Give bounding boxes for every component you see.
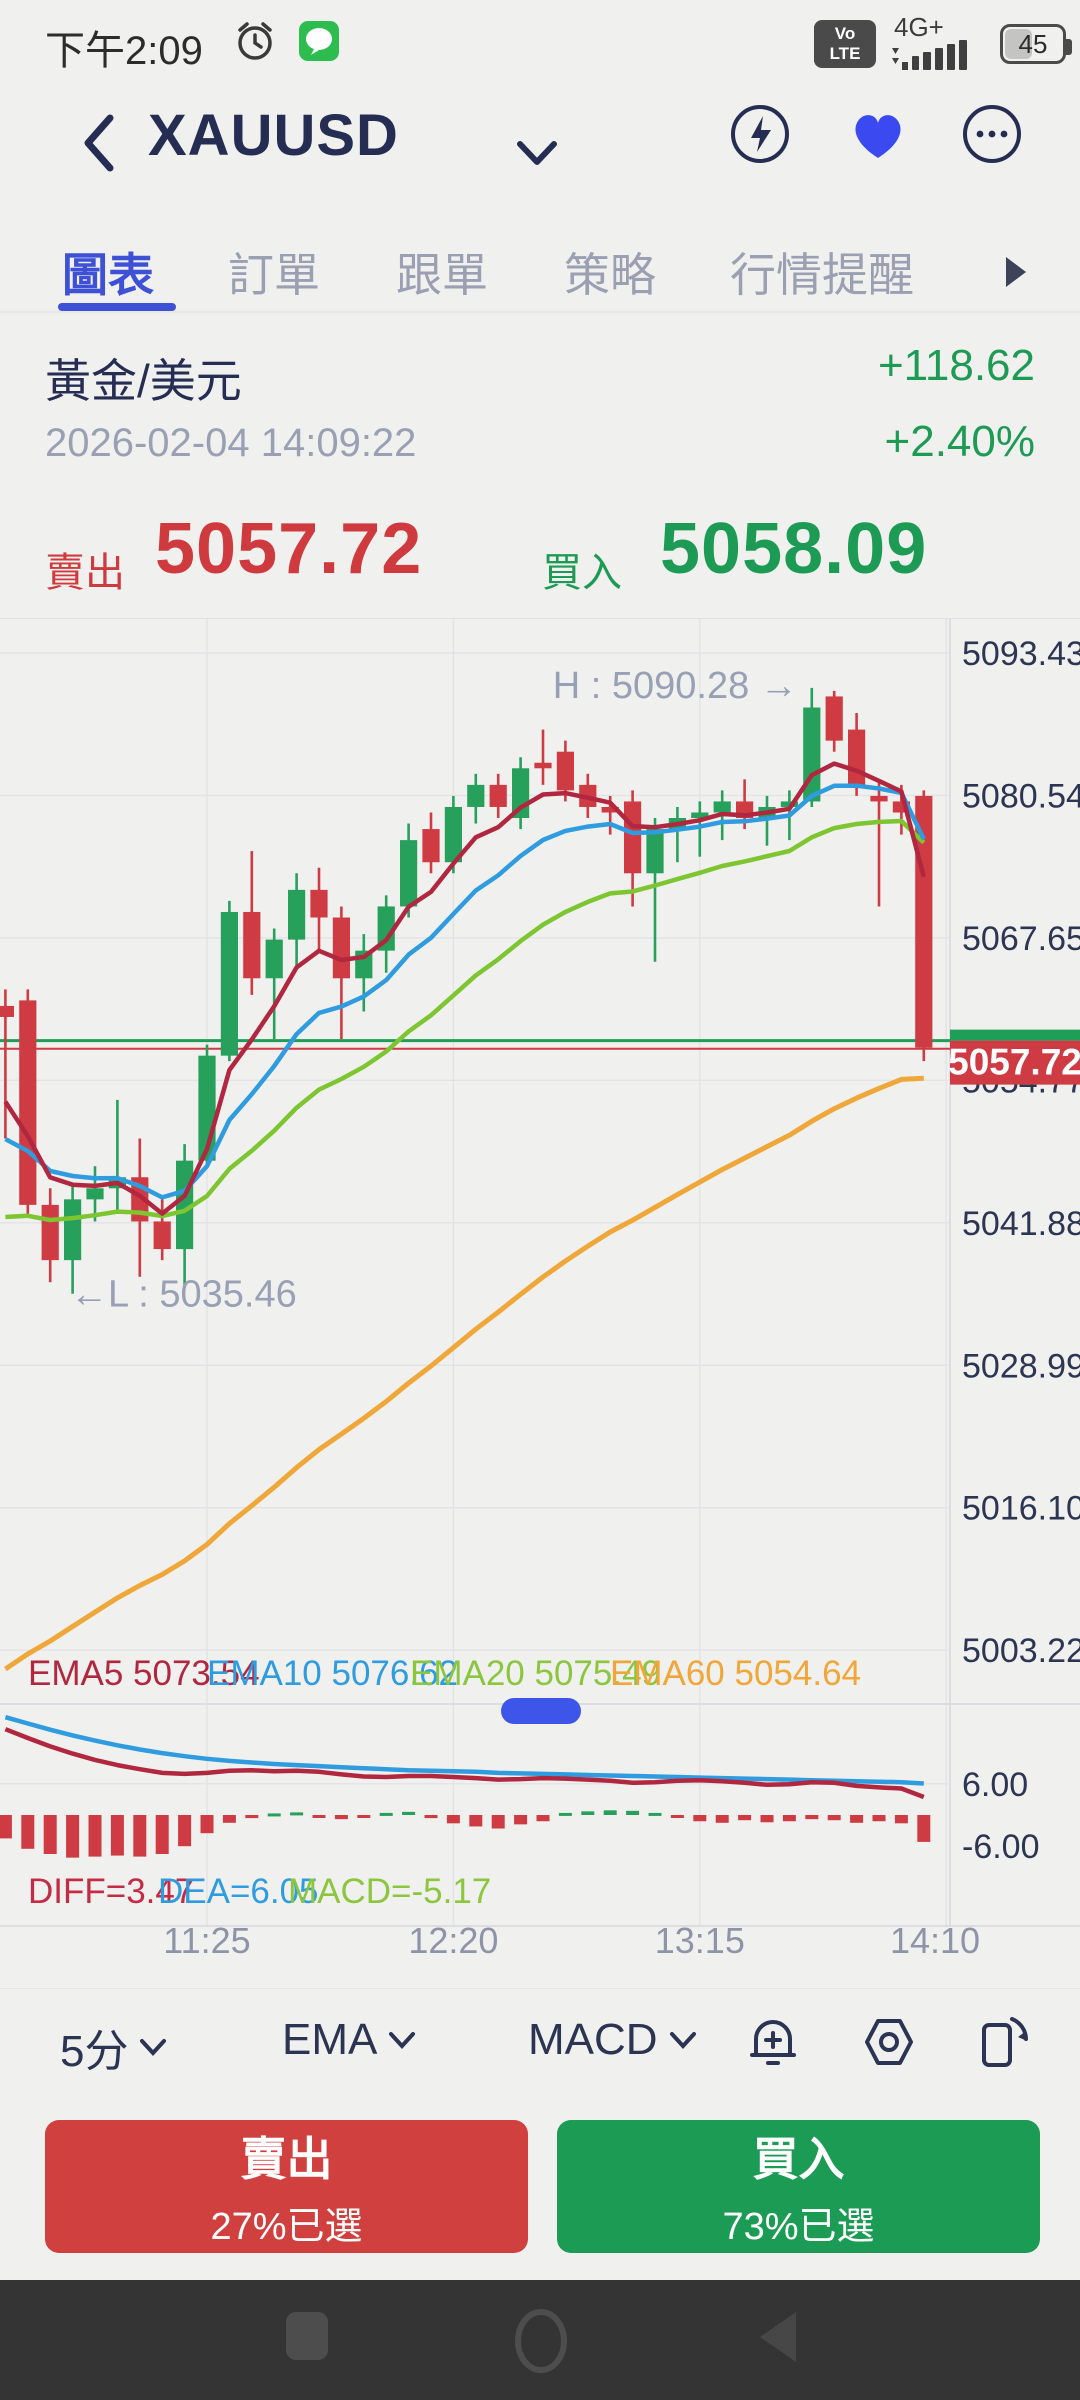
svg-text:DIFF=3.47: DIFF=3.47	[28, 1872, 194, 1911]
svg-text:EMA5 5073.54: EMA5 5073.54	[28, 1654, 260, 1693]
candlestick-chart-canvas[interactable]: 5093.435080.545067.655054.775041.885028.…	[0, 619, 1080, 1961]
network-type-label: 4G+	[894, 12, 944, 42]
svg-text:DEA=6.05: DEA=6.05	[158, 1872, 319, 1911]
sell-label: 賣出	[45, 551, 125, 595]
more-tabs-arrow-icon[interactable]	[1000, 253, 1030, 291]
home-icon[interactable]	[512, 2308, 570, 2374]
svg-text:5003.22: 5003.22	[962, 1632, 1080, 1670]
price-alert-bell-icon[interactable]	[742, 2011, 804, 2073]
price-change-percent: +2.40%	[884, 417, 1035, 466]
chevron-down-icon	[140, 2039, 167, 2056]
buy-selected-percent: 73%已選	[722, 2206, 875, 2248]
signal-bars-icon	[892, 40, 967, 70]
sell-selected-percent: 27%已選	[210, 2206, 363, 2248]
quote-timestamp: 2026-02-04 14:09:22	[45, 421, 417, 465]
svg-text:EMA60 5054.64: EMA60 5054.64	[610, 1654, 861, 1693]
chevron-down-icon	[669, 2032, 696, 2049]
svg-text:5067.65: 5067.65	[962, 920, 1080, 958]
android-nav-bar	[0, 2280, 1080, 2400]
chart-settings-icon[interactable]	[858, 2011, 920, 2073]
tab-price-alerts[interactable]: 行情提醒	[730, 249, 914, 301]
trade-buttons: 賣出 27%已選 買入 73%已選	[0, 2120, 1080, 2256]
svg-text:5057.72: 5057.72	[948, 1042, 1080, 1083]
symbol-title[interactable]: XAUUSD	[148, 103, 399, 168]
svg-text:H : 5090.28 →: H : 5090.28 →	[553, 665, 798, 707]
favorite-heart-icon[interactable]	[846, 102, 910, 166]
price-chart[interactable]: 5093.435080.545067.655054.775041.885028.…	[0, 618, 1080, 1961]
timeframe-dropdown[interactable]: 5分	[60, 2015, 168, 2079]
chart-controls: 5分 EMA MACD	[0, 1988, 1080, 2098]
chevron-down-icon	[389, 2032, 416, 2049]
quote-row: 賣出 5057.72 買入 5058.09	[0, 500, 1080, 618]
status-bar: 下午2:09 Vo LTE 4G+	[0, 0, 1080, 73]
overlay-dropdown[interactable]: EMA	[282, 2015, 417, 2065]
buy-button[interactable]: 買入 73%已選	[557, 2120, 1040, 2253]
back-nav-icon[interactable]	[752, 2308, 804, 2366]
svg-text:EMA20 5075.49: EMA20 5075.49	[410, 1654, 661, 1693]
recents-icon[interactable]	[282, 2308, 332, 2364]
svg-text:EMA10 5076.62: EMA10 5076.62	[207, 1654, 458, 1693]
svg-text:6.00: 6.00	[962, 1766, 1028, 1804]
tab-orders[interactable]: 訂單	[228, 249, 320, 301]
battery-icon: 45	[1000, 24, 1072, 64]
alarm-icon	[238, 22, 272, 60]
buy-price: 5058.09	[660, 509, 928, 589]
battery-percent: 45	[1018, 28, 1048, 59]
tab-strategy[interactable]: 策略	[564, 249, 656, 301]
svg-text:5028.99: 5028.99	[962, 1347, 1080, 1385]
sell-button-label: 賣出	[240, 2133, 333, 2185]
indicator-dropdown[interactable]: MACD	[528, 2015, 698, 2065]
line-app-icon	[299, 21, 339, 61]
instrument-info: 黃金/美元 +118.62 2026-02-04 14:09:22 +2.40%	[0, 313, 1080, 500]
more-options-icon[interactable]	[960, 102, 1024, 166]
tab-bar: 圖表 訂單 跟單 策略 行情提醒	[0, 225, 1080, 313]
pair-name: 黃金/美元	[45, 355, 242, 407]
price-change: +118.62	[877, 341, 1035, 390]
symbol-chevron-down-icon[interactable]	[512, 138, 562, 168]
buy-label: 買入	[542, 551, 622, 595]
svg-text:5080.54: 5080.54	[962, 777, 1080, 815]
sell-price: 5057.72	[155, 509, 423, 589]
back-icon[interactable]	[78, 110, 118, 176]
svg-text:5016.10: 5016.10	[962, 1490, 1080, 1528]
svg-text:5093.43: 5093.43	[962, 635, 1080, 673]
sell-button[interactable]: 賣出 27%已選	[45, 2120, 528, 2253]
quick-trade-lightning-icon[interactable]	[728, 102, 792, 166]
clock-time: 下午2:09	[45, 29, 203, 73]
buy-button-label: 買入	[752, 2133, 845, 2185]
tab-copy-trade[interactable]: 跟單	[396, 249, 488, 301]
svg-text:5041.88: 5041.88	[962, 1205, 1080, 1243]
svg-text:-6.00: -6.00	[962, 1828, 1040, 1866]
svg-text:←L : 5035.46: ←L : 5035.46	[70, 1274, 297, 1316]
svg-text:MACD=-5.17: MACD=-5.17	[288, 1872, 491, 1911]
tab-chart[interactable]: 圖表	[62, 249, 154, 301]
rotate-screen-icon[interactable]	[972, 2011, 1034, 2073]
volte-badge: Vo LTE	[814, 20, 876, 68]
header: XAUUSD	[0, 70, 1080, 220]
active-tab-underline	[58, 303, 176, 311]
